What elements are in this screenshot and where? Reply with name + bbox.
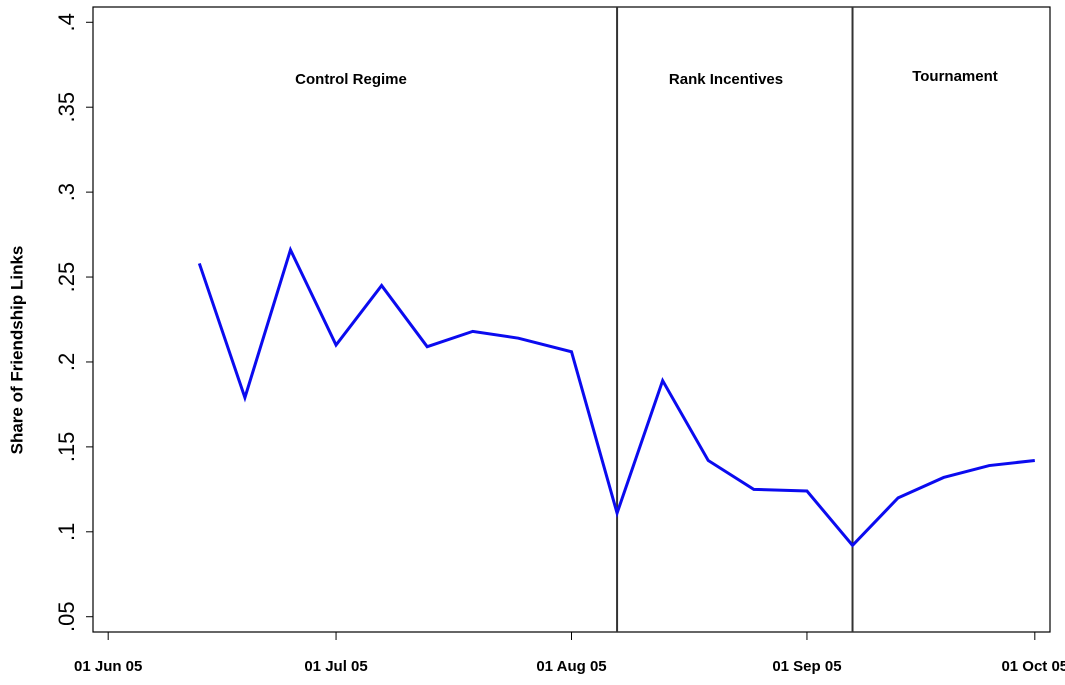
regime-label: Tournament bbox=[912, 68, 998, 85]
y-axis-title: Share of Friendship Links bbox=[7, 246, 26, 455]
y-tick-label: .05 bbox=[54, 601, 79, 632]
y-tick-label: .3 bbox=[54, 183, 79, 201]
data-line bbox=[197, 245, 1035, 548]
y-tick-label: .15 bbox=[54, 432, 79, 463]
x-tick-label: 01 Oct 05 bbox=[1001, 658, 1065, 675]
x-tick-label: 01 Sep 05 bbox=[772, 658, 841, 675]
y-tick-label: .4 bbox=[54, 13, 79, 31]
y-tick-label: .2 bbox=[54, 353, 79, 371]
plot-frame bbox=[92, 6, 1051, 633]
regime-label: Control Regime bbox=[295, 71, 407, 88]
y-tick-label: .25 bbox=[54, 262, 79, 293]
x-tick-label: 01 Jun 05 bbox=[74, 658, 142, 675]
y-tick-label: .1 bbox=[54, 523, 79, 541]
x-tick-label: 01 Aug 05 bbox=[536, 658, 606, 675]
x-tick-label: 01 Jul 05 bbox=[304, 658, 367, 675]
y-tick-label: .35 bbox=[54, 92, 79, 123]
regime-label: Rank Incentives bbox=[669, 71, 783, 88]
